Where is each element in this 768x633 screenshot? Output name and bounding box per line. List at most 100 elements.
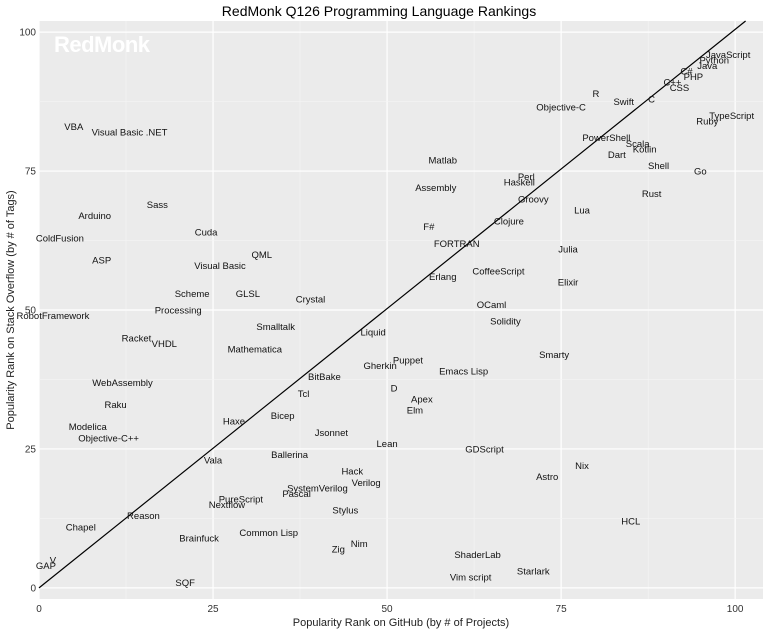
y-tick-label: 25: [25, 444, 37, 455]
data-point-label: Scheme: [175, 289, 210, 300]
data-point-label: Rust: [642, 189, 662, 200]
data-point-label: D: [391, 383, 398, 394]
data-point-label: PHP: [684, 72, 704, 83]
data-point-label: Elixir: [558, 278, 579, 289]
data-point-label: TypeScript: [709, 111, 754, 122]
data-point-label: Nim: [351, 539, 368, 550]
data-point-label: QML: [251, 250, 272, 261]
data-point-label: BitBake: [308, 372, 341, 383]
data-point-label: Raku: [104, 400, 126, 411]
y-tick-label: 100: [19, 28, 36, 39]
data-point-label: R: [592, 89, 599, 100]
grid-lines: [38, 21, 763, 599]
data-point-label: C: [648, 94, 655, 105]
data-point-label: SQF: [175, 578, 195, 589]
data-point-label: Hack: [341, 467, 363, 478]
x-tick-label: 100: [727, 604, 744, 615]
data-point-label: PowerShell: [582, 133, 630, 144]
data-point-label: Arduino: [78, 211, 111, 222]
data-point-label: C#: [680, 67, 693, 78]
x-tick-label: 50: [382, 604, 394, 615]
data-point-label: CSS: [670, 83, 690, 94]
data-point-label: RobotFramework: [16, 311, 89, 322]
data-point-label: SystemVerilog: [287, 483, 348, 494]
data-point-label: FORTRAN: [434, 239, 480, 250]
y-tick-label: 0: [30, 583, 36, 594]
diagonal-reference-line: [38, 20, 746, 589]
data-point-label: OCaml: [477, 300, 507, 311]
data-point-label: Scala: [626, 139, 650, 150]
data-point-label: Python: [699, 55, 729, 66]
data-point-label: Assembly: [415, 183, 456, 194]
data-point-label: GDScript: [465, 444, 504, 455]
data-point-label: Processing: [155, 306, 202, 317]
data-point-label: Astro: [536, 472, 558, 483]
data-point-label: Java: [697, 61, 718, 72]
x-axis-ticks: 0 25 50 75 100: [36, 604, 744, 615]
data-point-label: Haxe: [223, 417, 245, 428]
data-point-label: ColdFusion: [36, 233, 84, 244]
data-point-label: Starlark: [517, 567, 550, 578]
data-point-label: C++: [664, 78, 682, 89]
data-point-label: Clojure: [494, 217, 524, 228]
data-point-label: ASP: [92, 255, 111, 266]
data-point-label: Chapel: [66, 522, 96, 533]
data-point-label: Julia: [558, 244, 578, 255]
data-point-label: Shell: [648, 161, 669, 172]
data-point-label: Sass: [147, 200, 168, 211]
data-point-label: V: [50, 556, 57, 567]
data-point-label: Elm: [407, 406, 423, 417]
data-point-label: Cuda: [195, 228, 218, 239]
data-point-label: Haskell: [504, 178, 535, 189]
data-point-label: Verilog: [352, 478, 381, 489]
x-tick-label: 0: [36, 604, 42, 615]
data-point-label: HCL: [621, 517, 640, 528]
data-point-label: Nix: [575, 461, 589, 472]
data-point-label: Kotlin: [633, 144, 657, 155]
data-point-label: Ruby: [696, 117, 718, 128]
data-point-label: Go: [694, 167, 707, 178]
data-point-label: Tcl: [298, 389, 310, 400]
data-point-label: WebAssembly: [92, 378, 153, 389]
data-point-label: Pascal: [282, 489, 311, 500]
data-point-label: Common Lisp: [239, 528, 298, 539]
data-point-label: VHDL: [152, 339, 177, 350]
data-point-label: GLSL: [236, 289, 260, 300]
data-point-label: Bicep: [271, 411, 295, 422]
y-axis-label: Popularity Rank on Stack Overflow (by # …: [5, 190, 17, 429]
data-point-label: Groovy: [518, 194, 549, 205]
x-axis-label: Popularity Rank on GitHub (by # of Proje…: [293, 617, 509, 629]
redmonk-watermark: RedMonk: [54, 32, 151, 57]
data-point-label: CoffeeScript: [472, 267, 524, 278]
data-point-label: Reason: [127, 511, 160, 522]
data-point-label: Objective-C++: [78, 433, 139, 444]
y-tick-label: 75: [25, 167, 37, 178]
data-point-label: Brainfuck: [179, 533, 219, 544]
y-tick-label: 50: [25, 306, 37, 317]
data-point-label: Gherkin: [363, 361, 396, 372]
data-point-label: Stylus: [332, 506, 358, 517]
data-point-label: Apex: [411, 394, 433, 405]
data-point-label: Puppet: [393, 356, 423, 367]
data-point-label: ShaderLab: [454, 550, 500, 561]
data-point-label: Matlab: [429, 155, 458, 166]
data-point-label: PureScript: [219, 494, 264, 505]
data-point-label: Crystal: [296, 294, 326, 305]
x-tick-label: 25: [207, 604, 219, 615]
data-point-label: Zig: [332, 544, 345, 555]
chart-title: RedMonk Q126 Programming Language Rankin…: [222, 3, 536, 19]
data-point-label: Smalltalk: [256, 322, 295, 333]
y-axis-ticks: 0 25 50 75 100: [19, 28, 36, 595]
x-tick-label: 75: [556, 604, 568, 615]
data-point-label: Vim script: [450, 572, 492, 583]
data-point-label: Perl: [518, 172, 535, 183]
data-point-label: Dart: [608, 150, 626, 161]
data-point-label: Visual Basic .NET: [92, 128, 168, 139]
data-point-label: Racket: [122, 333, 152, 344]
data-point-label: Jsonnet: [315, 428, 349, 439]
data-point-label: Nextflow: [209, 500, 246, 511]
data-point-label: Objective-C: [536, 103, 586, 114]
data-point-label: Visual Basic: [194, 261, 246, 272]
data-point-label: Mathematica: [228, 344, 283, 355]
data-point-label: Erlang: [429, 272, 456, 283]
